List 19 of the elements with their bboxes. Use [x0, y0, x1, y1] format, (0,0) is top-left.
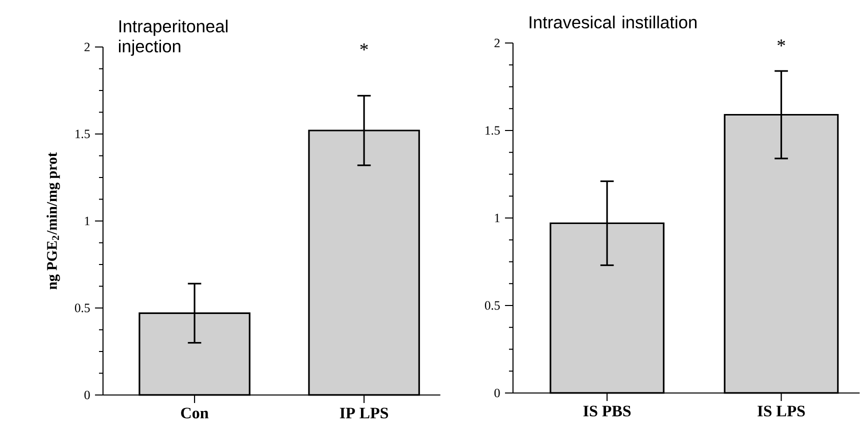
- y-tick-label: 0: [84, 390, 90, 400]
- y-tick-label: 2: [494, 38, 500, 48]
- y-tick-label: 1.5: [486, 126, 500, 135]
- y-tick-label: 1: [85, 216, 90, 226]
- y-tick-label: 1: [495, 214, 500, 222]
- y-axis-title: ng PGE$_{2}$/min/mg prot: [46, 152, 60, 290]
- y-tick-label: 2: [84, 42, 90, 52]
- annotation: *: [360, 44, 368, 50]
- y-tick-label: 1.5: [76, 130, 90, 138]
- x-tick-label: IP LPS: [340, 408, 388, 418]
- chart-title: Intravesical instillation: [530, 16, 696, 28]
- y-tick-label: 0: [494, 388, 500, 398]
- y-tick-label: 0.5: [74, 304, 90, 312]
- x-tick-label: IS LPS: [758, 406, 805, 416]
- x-tick-label: IS PBS: [583, 406, 631, 416]
- chart-title: Intraperitoneal injection: [118, 20, 228, 56]
- x-tick-label: Con: [181, 408, 209, 418]
- annotation: *: [778, 40, 786, 46]
- y-tick-label: 0.5: [484, 301, 500, 310]
